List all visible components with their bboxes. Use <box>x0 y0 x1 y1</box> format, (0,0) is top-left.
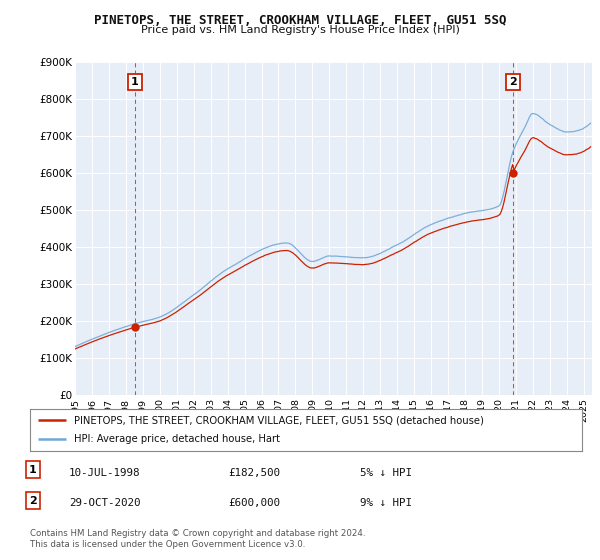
Text: PINETOPS, THE STREET, CROOKHAM VILLAGE, FLEET, GU51 5SQ (detached house): PINETOPS, THE STREET, CROOKHAM VILLAGE, … <box>74 415 484 425</box>
Text: HPI: Average price, detached house, Hart: HPI: Average price, detached house, Hart <box>74 435 280 445</box>
Text: 2: 2 <box>509 77 517 87</box>
Text: Price paid vs. HM Land Registry's House Price Index (HPI): Price paid vs. HM Land Registry's House … <box>140 25 460 35</box>
Text: 1: 1 <box>131 77 139 87</box>
Text: 9% ↓ HPI: 9% ↓ HPI <box>360 498 412 508</box>
Text: 2: 2 <box>29 496 37 506</box>
Text: £182,500: £182,500 <box>228 468 280 478</box>
Text: £600,000: £600,000 <box>228 498 280 508</box>
Text: 5% ↓ HPI: 5% ↓ HPI <box>360 468 412 478</box>
Text: 10-JUL-1998: 10-JUL-1998 <box>69 468 140 478</box>
Text: PINETOPS, THE STREET, CROOKHAM VILLAGE, FLEET, GU51 5SQ: PINETOPS, THE STREET, CROOKHAM VILLAGE, … <box>94 14 506 27</box>
Text: Contains HM Land Registry data © Crown copyright and database right 2024.
This d: Contains HM Land Registry data © Crown c… <box>30 529 365 549</box>
Text: 29-OCT-2020: 29-OCT-2020 <box>69 498 140 508</box>
Text: 1: 1 <box>29 465 37 475</box>
